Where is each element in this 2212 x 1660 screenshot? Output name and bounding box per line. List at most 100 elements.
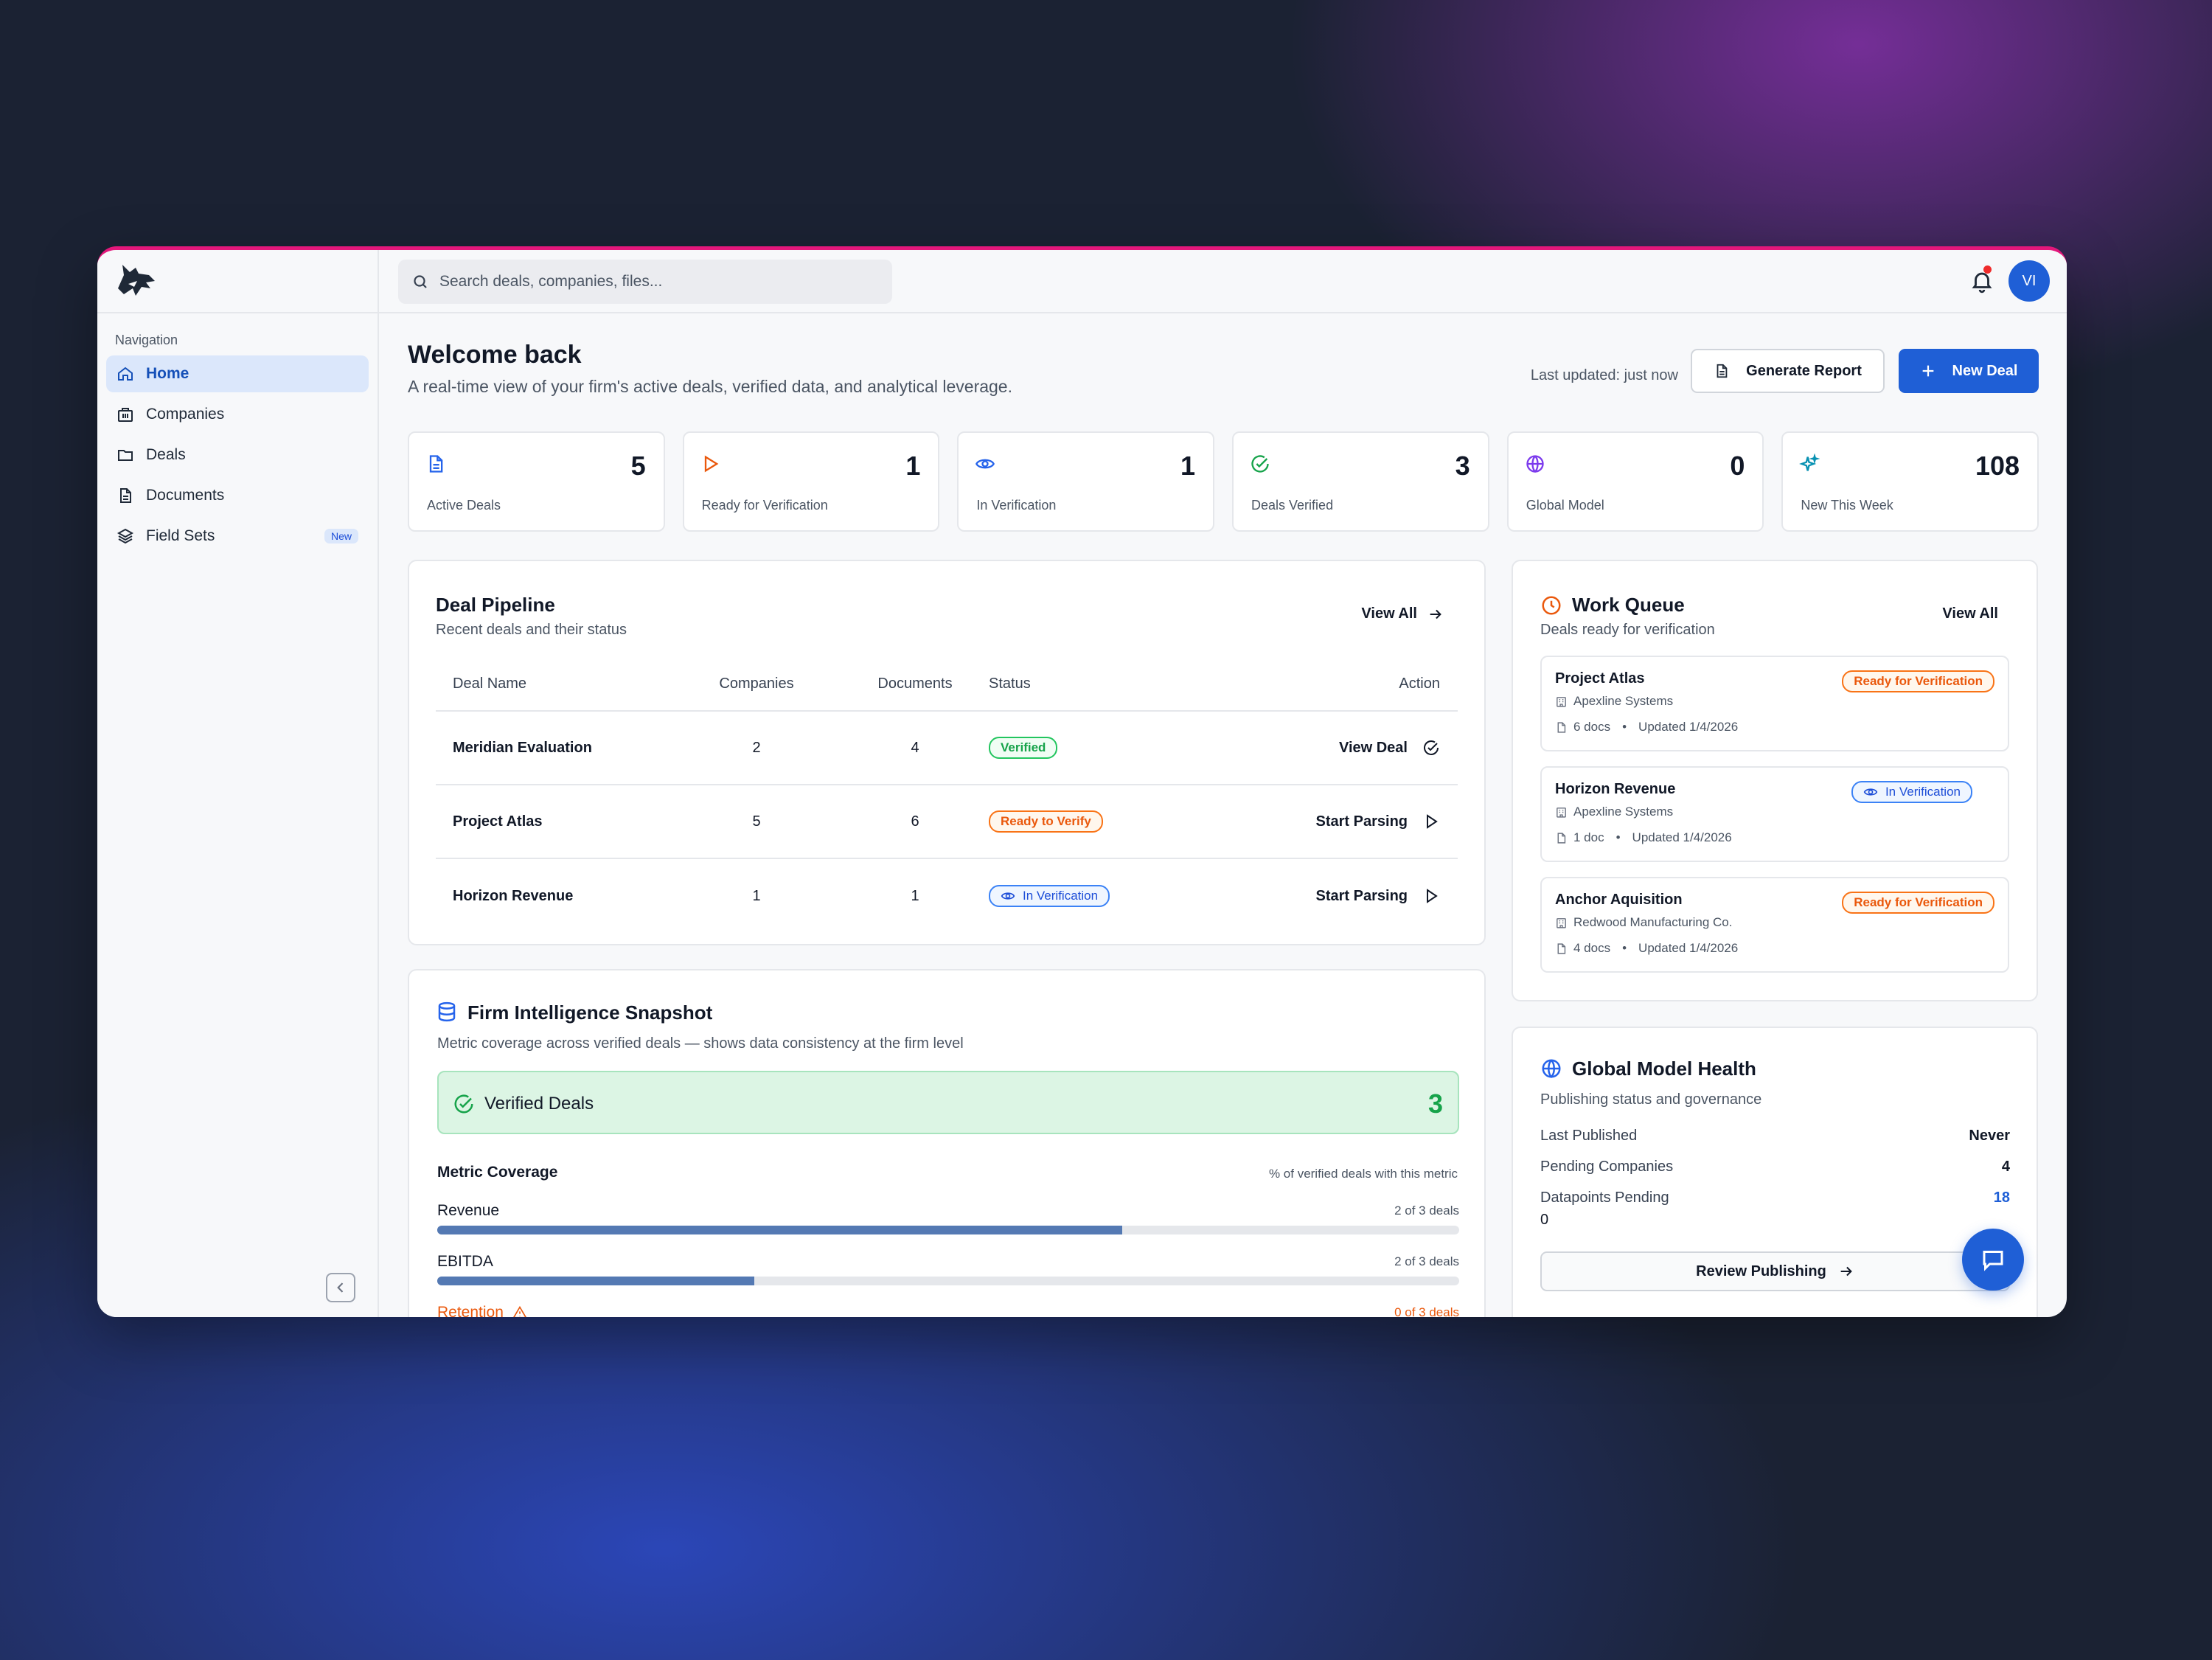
pipeline-subtitle: Recent deals and their status bbox=[436, 622, 627, 638]
work-queue-item[interactable]: Horizon Revenue In Verification Apexline… bbox=[1540, 766, 2009, 862]
deal-name: Horizon Revenue bbox=[453, 887, 574, 904]
stat-card-global-model[interactable]: 0 Global Model bbox=[1506, 431, 1764, 532]
table-row[interactable]: Horizon Revenue 1 1 In Verification Star… bbox=[436, 859, 1458, 933]
work-queue-view-all-link[interactable]: View All bbox=[1942, 605, 1998, 622]
documents-count: 4 bbox=[911, 739, 919, 756]
view-deal-button[interactable]: View Deal bbox=[1247, 739, 1458, 757]
avatar[interactable]: VI bbox=[2008, 260, 2050, 302]
documents-count: 6 bbox=[911, 813, 919, 830]
page-subtitle: A real-time view of your firm's active d… bbox=[408, 377, 1012, 396]
table-header: Deal Name Companies Documents Status Act… bbox=[436, 657, 1458, 712]
work-queue-item-name: Horizon Revenue bbox=[1555, 781, 1676, 797]
updated-date: Updated 1/4/2026 bbox=[1638, 720, 1739, 734]
doc-count: 4 docs bbox=[1573, 941, 1611, 955]
verified-deals-label: Verified Deals bbox=[484, 1094, 594, 1114]
sidebar-item-field-sets[interactable]: Field Sets New bbox=[106, 518, 369, 555]
status-label: In Verification bbox=[1023, 888, 1099, 903]
datapoints-pending-value[interactable]: 18 bbox=[1993, 1190, 2010, 1206]
wolf-logo-icon bbox=[118, 265, 155, 296]
play-icon bbox=[1427, 889, 1438, 903]
work-queue-item[interactable]: Project Atlas Ready for Verification Ape… bbox=[1540, 656, 2009, 751]
metric-count: 2 of 3 deals bbox=[1394, 1254, 1459, 1268]
deal-name: Project Atlas bbox=[453, 813, 543, 830]
last-updated: Last updated: just now bbox=[1530, 367, 1678, 383]
sidebar-item-label: Field Sets bbox=[146, 527, 215, 544]
stat-card-active-deals[interactable]: 5 Active Deals bbox=[408, 431, 665, 532]
folder-icon bbox=[118, 450, 133, 461]
status-badge: In Verification bbox=[1851, 781, 1972, 803]
notification-dot bbox=[1983, 265, 1992, 274]
arrow-right-icon bbox=[1430, 609, 1441, 619]
home-icon bbox=[118, 367, 133, 381]
action-label: Start Parsing bbox=[1315, 813, 1408, 830]
sidebar-item-label: Companies bbox=[146, 406, 225, 423]
metric-bar-track bbox=[437, 1277, 1459, 1285]
search-box[interactable] bbox=[398, 260, 892, 304]
sidebar-item-deals[interactable]: Deals bbox=[106, 437, 369, 473]
doc-count: 6 docs bbox=[1573, 720, 1611, 734]
check-circle-icon bbox=[1424, 740, 1439, 755]
separator-dot: • bbox=[1622, 941, 1627, 955]
logo[interactable] bbox=[97, 250, 378, 313]
company-name: Redwood Manufacturing Co. bbox=[1573, 915, 1733, 929]
sidebar-item-home[interactable]: Home bbox=[106, 355, 369, 392]
stat-label: Active Deals bbox=[427, 498, 501, 513]
stat-card-new-this-week[interactable]: 108 New This Week bbox=[1781, 431, 2039, 532]
stat-card-ready-for-verification[interactable]: 1 Ready for Verification bbox=[682, 431, 940, 532]
search-input[interactable] bbox=[439, 273, 882, 291]
datapoints-extra-value: 0 bbox=[1540, 1212, 1549, 1228]
metric-count: 2 of 3 deals bbox=[1394, 1204, 1459, 1218]
pending-companies-value: 4 bbox=[2001, 1159, 2010, 1175]
start-parsing-button[interactable]: Start Parsing bbox=[1247, 887, 1458, 905]
company-name: Apexline Systems bbox=[1573, 694, 1674, 708]
generate-report-button[interactable]: Generate Report bbox=[1691, 349, 1885, 393]
nav-heading: Navigation bbox=[115, 333, 178, 347]
main-content: Welcome back A real-time view of your fi… bbox=[379, 313, 2067, 1317]
work-queue-item-company: Apexline Systems bbox=[1555, 805, 1673, 819]
pipeline-title: Deal Pipeline bbox=[436, 594, 555, 616]
work-queue-item[interactable]: Anchor Aquisition Ready for Verification… bbox=[1540, 877, 2009, 973]
work-queue-title: Work Queue bbox=[1572, 594, 1685, 616]
sparkles-icon bbox=[1799, 454, 1820, 471]
deal-name: Meridian Evaluation bbox=[453, 739, 592, 756]
sidebar-item-documents[interactable]: Documents bbox=[106, 477, 369, 514]
pipeline-view-all-link[interactable]: View All bbox=[1361, 605, 1444, 622]
work-queue-item-meta: 6 docs • Updated 1/4/2026 bbox=[1555, 720, 1738, 735]
check-circle-icon bbox=[454, 1094, 473, 1114]
companies-count: 2 bbox=[752, 739, 761, 756]
stat-value: 1 bbox=[1180, 451, 1196, 481]
snapshot-subtitle: Metric coverage across verified deals — … bbox=[437, 1035, 964, 1052]
chat-button[interactable] bbox=[1962, 1229, 2024, 1291]
global-model-health-card: Global Model Health Publishing status an… bbox=[1512, 1027, 2038, 1317]
work-queue-item-name: Anchor Aquisition bbox=[1555, 892, 1683, 908]
datapoints-extra-row: 0 bbox=[1540, 1212, 2010, 1229]
metric-bar-fill bbox=[437, 1277, 754, 1285]
eye-icon bbox=[1863, 788, 1878, 796]
new-deal-button[interactable]: New Deal bbox=[1899, 349, 2039, 393]
status-badge: In Verification bbox=[989, 884, 1110, 907]
stat-card-in-verification[interactable]: 1 In Verification bbox=[957, 431, 1215, 532]
warning-icon bbox=[512, 1305, 526, 1317]
search-icon bbox=[414, 275, 427, 288]
database-icon bbox=[438, 1001, 456, 1022]
bell-icon[interactable] bbox=[1969, 268, 1994, 294]
stat-label: Ready for Verification bbox=[701, 498, 828, 513]
document-icon bbox=[429, 455, 443, 473]
sidebar-item-companies[interactable]: Companies bbox=[106, 396, 369, 433]
companies-count: 1 bbox=[752, 887, 761, 904]
globe-icon bbox=[1526, 455, 1544, 473]
last-published-row: Last Published Never bbox=[1540, 1128, 2010, 1145]
stat-card-deals-verified[interactable]: 3 Deals Verified bbox=[1232, 431, 1489, 532]
collapse-sidebar-button[interactable] bbox=[326, 1273, 355, 1302]
table-row[interactable]: Meridian Evaluation 2 4 Verified View De… bbox=[436, 712, 1458, 785]
last-published-label: Last Published bbox=[1540, 1128, 1638, 1144]
building-icon bbox=[1557, 917, 1566, 928]
review-publishing-button[interactable]: Review Publishing bbox=[1540, 1251, 2010, 1291]
metric-row-retention: Retention 0 of 3 deals bbox=[437, 1304, 1459, 1317]
table-row[interactable]: Project Atlas 5 6 Ready to Verify Start … bbox=[436, 785, 1458, 859]
metric-name: Revenue bbox=[437, 1202, 500, 1219]
company-name: Apexline Systems bbox=[1573, 805, 1674, 819]
clock-icon bbox=[1542, 596, 1561, 615]
eye-icon bbox=[1001, 892, 1015, 900]
start-parsing-button[interactable]: Start Parsing bbox=[1247, 813, 1458, 830]
